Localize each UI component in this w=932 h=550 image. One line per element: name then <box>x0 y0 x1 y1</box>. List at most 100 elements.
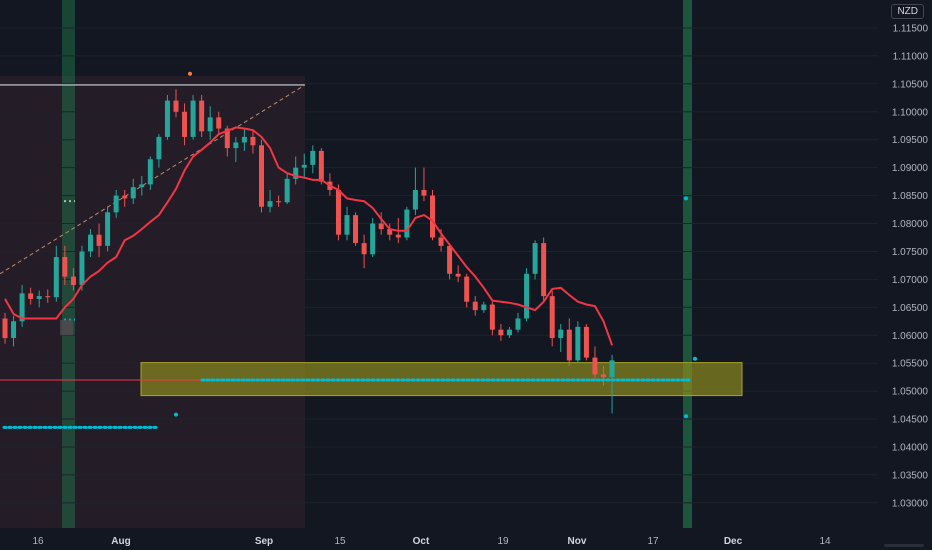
currency-badge[interactable]: NZD <box>891 4 924 19</box>
candle-body[interactable] <box>2 318 8 339</box>
candle-body[interactable] <box>199 100 205 132</box>
candle-body[interactable] <box>566 329 572 361</box>
candle-body[interactable] <box>11 321 17 339</box>
trend-line[interactable] <box>0 84 306 275</box>
candle-body[interactable] <box>549 296 555 339</box>
candle-body[interactable] <box>139 184 145 188</box>
candle-body[interactable] <box>267 201 273 207</box>
candle-body[interactable] <box>558 329 564 339</box>
candle-body[interactable] <box>36 296 42 299</box>
candle-body[interactable] <box>233 142 239 149</box>
candle-body[interactable] <box>113 195 119 213</box>
candle-body[interactable] <box>506 329 512 336</box>
candle-body[interactable] <box>156 136 162 160</box>
candle-body[interactable] <box>122 195 128 199</box>
candle-body[interactable] <box>250 136 256 146</box>
candle-body[interactable] <box>190 100 196 137</box>
candle-body[interactable] <box>79 251 85 285</box>
candle-body[interactable] <box>455 273 461 277</box>
candle-body[interactable] <box>301 164 307 168</box>
candle-body[interactable] <box>45 296 51 298</box>
candle-body[interactable] <box>438 237 444 246</box>
candle-body[interactable] <box>361 243 367 255</box>
candle-body[interactable] <box>481 304 487 311</box>
candle-body[interactable] <box>412 189 418 210</box>
y-tick-label: 1.03500 <box>892 470 929 481</box>
time-axis[interactable] <box>0 528 878 550</box>
scale-handle-icon[interactable] <box>876 536 932 550</box>
x-tick-label: Oct <box>413 536 430 547</box>
y-tick-label: 1.11500 <box>893 23 929 34</box>
y-tick-label: 1.10500 <box>892 79 929 90</box>
candle-body[interactable] <box>28 293 34 299</box>
candle-body[interactable] <box>575 326 581 361</box>
candle-body[interactable] <box>53 257 59 298</box>
candle-body[interactable] <box>216 117 222 129</box>
candle-body[interactable] <box>353 215 359 244</box>
candle-body[interactable] <box>96 234 102 246</box>
candle-body[interactable] <box>464 276 470 302</box>
candle-body[interactable] <box>395 234 401 238</box>
candle-body[interactable] <box>164 100 170 137</box>
candle-body[interactable] <box>88 234 93 252</box>
y-tick-label: 1.09000 <box>892 163 929 174</box>
candle-body[interactable] <box>489 304 495 330</box>
candle-body[interactable] <box>524 273 530 319</box>
candle-body[interactable] <box>404 209 410 238</box>
candle-body[interactable] <box>472 301 478 311</box>
candle-body[interactable] <box>541 243 547 297</box>
candle-body[interactable] <box>284 178 290 203</box>
candle-body[interactable] <box>515 318 521 330</box>
candle-body[interactable] <box>105 212 111 246</box>
y-tick-label: 1.08500 <box>892 191 929 202</box>
candle-body[interactable] <box>387 229 393 235</box>
candle-body[interactable] <box>182 111 188 137</box>
y-tick-label: 1.07000 <box>892 275 929 286</box>
marker-box <box>60 319 73 336</box>
dot-marker <box>188 71 192 76</box>
candle-body[interactable] <box>601 374 606 378</box>
candle-body[interactable] <box>70 276 76 285</box>
x-tick-label: 15 <box>334 536 346 547</box>
candle-body[interactable] <box>498 329 504 336</box>
candle-body[interactable] <box>259 145 264 207</box>
candle-body[interactable] <box>430 195 435 238</box>
candle-body[interactable] <box>293 167 299 179</box>
x-tick-label: 19 <box>497 536 509 547</box>
candle-body[interactable] <box>447 245 453 274</box>
candle-body[interactable] <box>19 293 25 322</box>
candle-body[interactable] <box>62 257 68 277</box>
candle-body[interactable] <box>173 100 179 112</box>
moving-average-line[interactable] <box>4 126 614 346</box>
candle-body[interactable] <box>276 201 282 203</box>
candle-body[interactable] <box>318 150 324 182</box>
candle-body[interactable] <box>224 128 230 149</box>
candle-body[interactable] <box>421 189 427 196</box>
y-tick-label: 1.09500 <box>892 135 929 146</box>
candle-body[interactable] <box>344 215 350 235</box>
x-tick-label: Dec <box>724 536 743 547</box>
pattern-shade <box>0 76 305 528</box>
candle-body[interactable] <box>592 357 598 375</box>
candle-body[interactable] <box>310 150 316 165</box>
candle-body[interactable] <box>130 187 136 199</box>
dot-marker <box>684 196 688 201</box>
candle-body[interactable] <box>335 189 341 235</box>
y-tick-label: 1.04000 <box>892 442 929 453</box>
y-tick-label: 1.06500 <box>892 303 929 314</box>
candle-body[interactable] <box>532 243 538 274</box>
y-tick-label: 1.10000 <box>892 107 929 118</box>
candle-body[interactable] <box>609 360 615 378</box>
y-tick-label: 1.11000 <box>893 51 929 62</box>
price-axis[interactable] <box>878 0 932 550</box>
candle-body[interactable] <box>370 223 376 255</box>
candle-body[interactable] <box>207 117 213 132</box>
x-tick-label: Sep <box>255 536 273 547</box>
candle-body[interactable] <box>147 159 153 185</box>
candle-body[interactable] <box>241 136 247 143</box>
dot-marker <box>693 356 697 361</box>
candle-body[interactable] <box>378 223 384 230</box>
candle-body[interactable] <box>583 326 589 358</box>
